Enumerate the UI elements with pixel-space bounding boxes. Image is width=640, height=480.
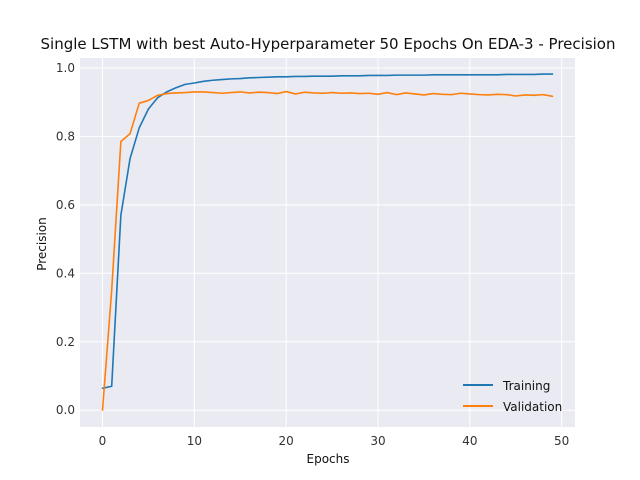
legend-label-validation: Validation — [503, 400, 562, 414]
y-tick-label: 0.8 — [56, 129, 75, 143]
y-tick-label: 0.2 — [56, 335, 75, 349]
legend-label-training: Training — [502, 379, 550, 393]
x-tick-label: 30 — [370, 434, 385, 448]
x-tick-label: 0 — [99, 434, 107, 448]
series-line-validation — [101, 90, 554, 412]
chart-title: Single LSTM with best Auto-Hyperparamete… — [41, 35, 616, 53]
series-line-training — [101, 73, 554, 390]
y-axis-label: Precision — [35, 217, 49, 271]
plot-area — [80, 58, 575, 427]
x-tick-label: 40 — [462, 434, 477, 448]
x-tick-label: 10 — [187, 434, 202, 448]
x-tick-label: 20 — [279, 434, 294, 448]
y-tick-label: 0.6 — [56, 198, 75, 212]
y-tick-label: 0.4 — [56, 266, 75, 280]
y-tick-label: 1.0 — [56, 61, 75, 75]
legend: Training Validation — [463, 379, 562, 414]
x-tick-label: 50 — [554, 434, 569, 448]
x-axis-label: Epochs — [307, 452, 350, 466]
y-tick-label: 0.0 — [56, 403, 75, 417]
